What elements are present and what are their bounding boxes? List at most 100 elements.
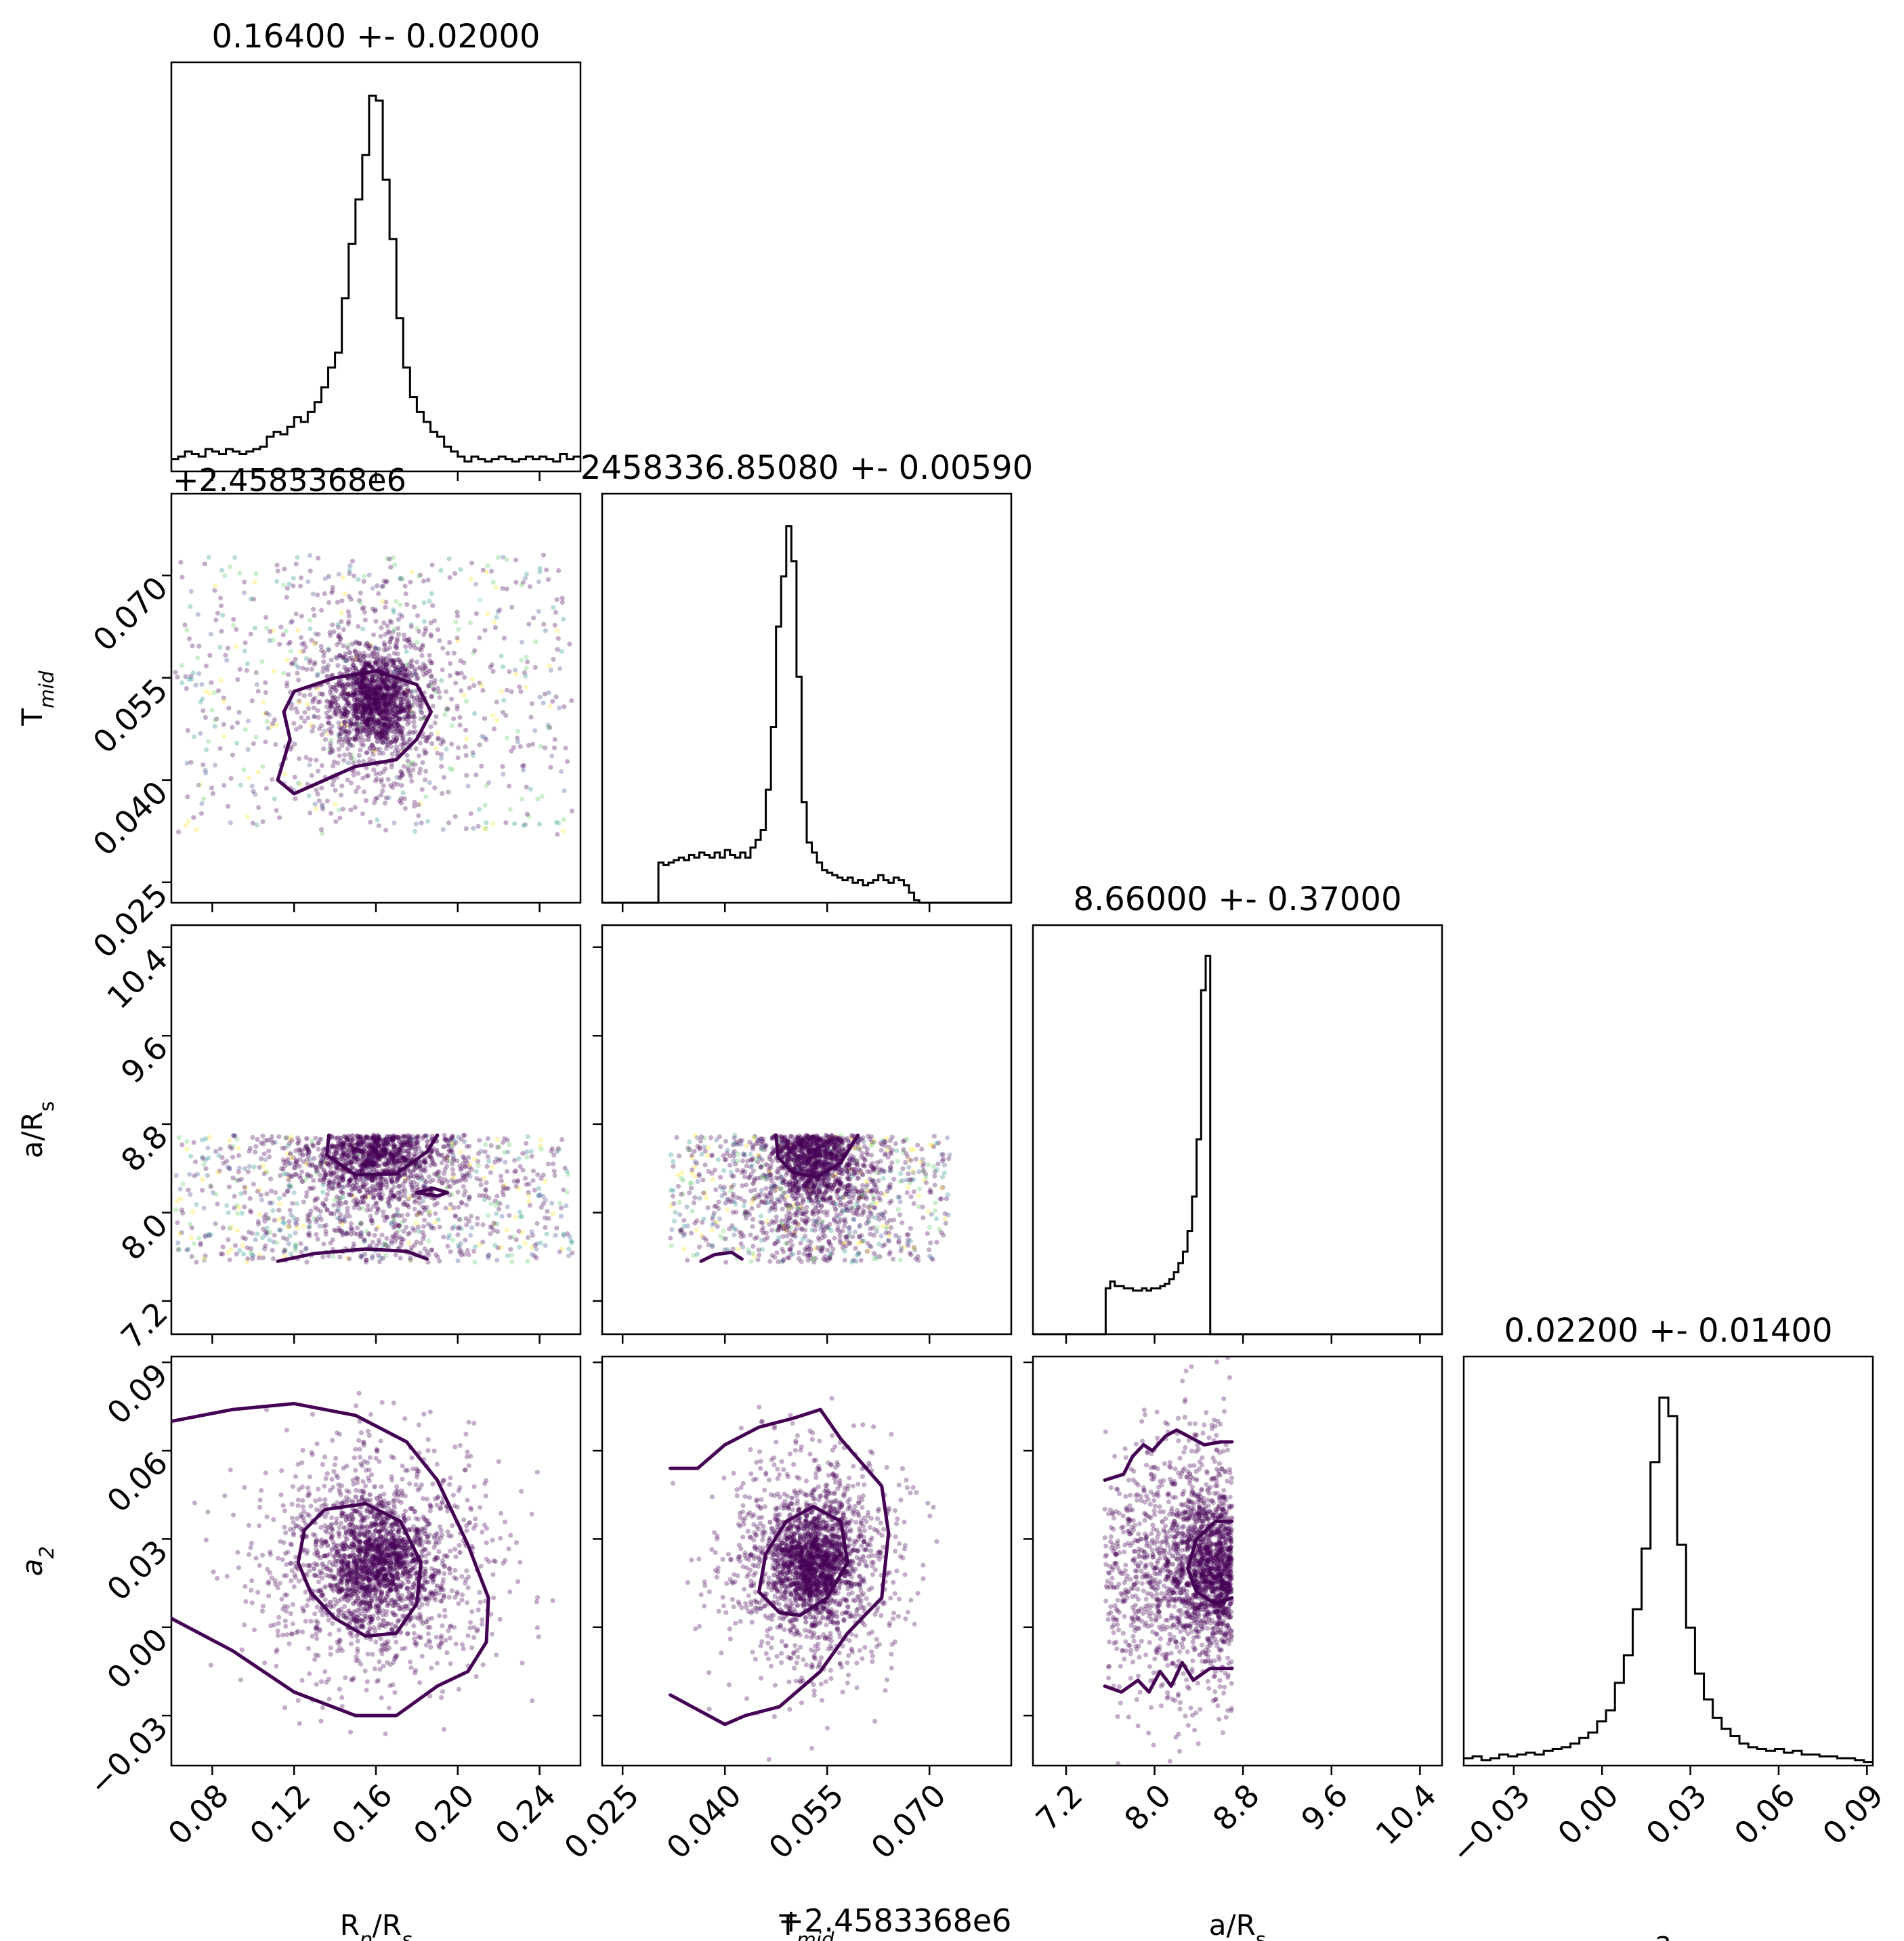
scatter-point xyxy=(357,684,362,689)
scatter-point xyxy=(394,668,400,674)
scatter-point xyxy=(356,715,361,721)
scatter-point xyxy=(398,729,403,734)
scatter-point xyxy=(305,715,311,721)
scatter-point xyxy=(281,582,287,588)
scatter-point xyxy=(264,1169,270,1175)
scatter-point xyxy=(417,740,423,746)
scatter-point xyxy=(415,1224,421,1230)
scatter-point xyxy=(825,1182,830,1188)
scatter-point xyxy=(344,1231,350,1237)
scatter-point xyxy=(767,1191,773,1196)
scatter-point xyxy=(345,746,350,752)
scatter-point xyxy=(828,1251,833,1256)
scatter-point xyxy=(242,1236,249,1241)
scatter-point xyxy=(396,729,401,734)
scatter-point xyxy=(438,742,444,747)
histogram-step-line xyxy=(171,94,580,463)
scatter-point xyxy=(292,1161,298,1167)
scatter-point xyxy=(459,1252,464,1258)
scatter-point xyxy=(384,676,390,681)
scatter-point xyxy=(307,1219,312,1224)
scatter-point xyxy=(346,613,352,619)
scatter-point xyxy=(378,687,383,693)
scatter-point xyxy=(398,1242,404,1247)
scatter-point xyxy=(383,739,389,744)
scatter-point xyxy=(381,734,387,740)
scatter-point xyxy=(366,683,371,689)
scatter-point xyxy=(382,681,387,687)
scatter-point xyxy=(429,1149,434,1155)
scatter-point xyxy=(319,1164,324,1170)
scatter-point xyxy=(478,1182,484,1188)
scatter-point xyxy=(384,1235,389,1241)
scatter-point xyxy=(420,642,425,647)
scatter-point xyxy=(356,725,362,731)
scatter-point xyxy=(395,726,400,732)
scatter-point xyxy=(412,666,418,672)
scatter-point xyxy=(314,1219,319,1224)
scatter-point xyxy=(200,1155,206,1161)
scatter-point xyxy=(419,700,425,706)
scatter-point xyxy=(173,1207,179,1212)
scatter-point xyxy=(937,1227,942,1232)
scatter-point xyxy=(373,731,379,736)
scatter-point xyxy=(842,1241,847,1246)
scatter-point xyxy=(313,631,318,637)
scatter-point xyxy=(339,1142,345,1148)
scatter-point xyxy=(236,1205,242,1210)
scatter-point xyxy=(257,1164,262,1170)
scatter-point xyxy=(921,1178,927,1183)
scatter-point xyxy=(373,771,379,777)
scatter-point xyxy=(324,1207,330,1212)
scatter-point xyxy=(538,1143,543,1149)
scatter-point xyxy=(769,1253,775,1258)
scatter-point xyxy=(370,606,375,612)
scatter-point xyxy=(748,1200,755,1206)
scatter-point xyxy=(563,746,568,751)
scatter-point xyxy=(328,729,334,734)
scatter-point xyxy=(375,718,381,723)
scatter-point xyxy=(845,1138,851,1143)
scatter-point xyxy=(369,664,375,670)
scatter-point xyxy=(358,706,364,712)
scatter-point xyxy=(286,672,291,677)
scatter-point xyxy=(557,1200,563,1206)
scatter-point xyxy=(387,645,392,651)
scatter-point xyxy=(821,1228,826,1233)
scatter-point xyxy=(234,740,240,746)
scatter-point xyxy=(358,1230,364,1235)
scatter-point xyxy=(335,703,341,708)
scatter-point xyxy=(396,697,402,702)
scatter-point xyxy=(452,1138,457,1144)
scatter-point xyxy=(925,1162,931,1168)
scatter-point xyxy=(482,803,488,808)
scatter-point xyxy=(367,643,373,649)
scatter-point xyxy=(371,1135,376,1140)
scatter-point xyxy=(544,568,549,573)
scatter-point xyxy=(732,1149,737,1154)
scatter-point xyxy=(383,1150,389,1156)
scatter-point xyxy=(472,710,478,717)
scatter-point xyxy=(826,1153,831,1159)
scatter-point xyxy=(397,1235,402,1240)
scatter-point xyxy=(213,763,218,768)
scatter-point xyxy=(485,1253,490,1258)
scatter-point xyxy=(392,1153,397,1158)
scatter-point xyxy=(364,1208,370,1213)
scatter-point xyxy=(350,1147,355,1153)
scatter-point xyxy=(509,748,514,754)
scatter-point xyxy=(368,1142,373,1147)
scatter-point xyxy=(779,1174,784,1179)
scatter-point xyxy=(377,701,382,706)
scatter-point xyxy=(281,670,287,676)
scatter-point xyxy=(287,1140,292,1146)
scatter-point xyxy=(360,1161,366,1166)
scatter-point xyxy=(407,1143,413,1148)
scatter-point xyxy=(433,1252,439,1258)
scatter-point xyxy=(339,683,345,688)
scatter-point xyxy=(293,1148,299,1153)
scatter-point xyxy=(851,1192,857,1197)
scatter-point xyxy=(334,682,339,687)
scatter-point xyxy=(392,1160,398,1166)
scatter-point xyxy=(381,1141,386,1147)
